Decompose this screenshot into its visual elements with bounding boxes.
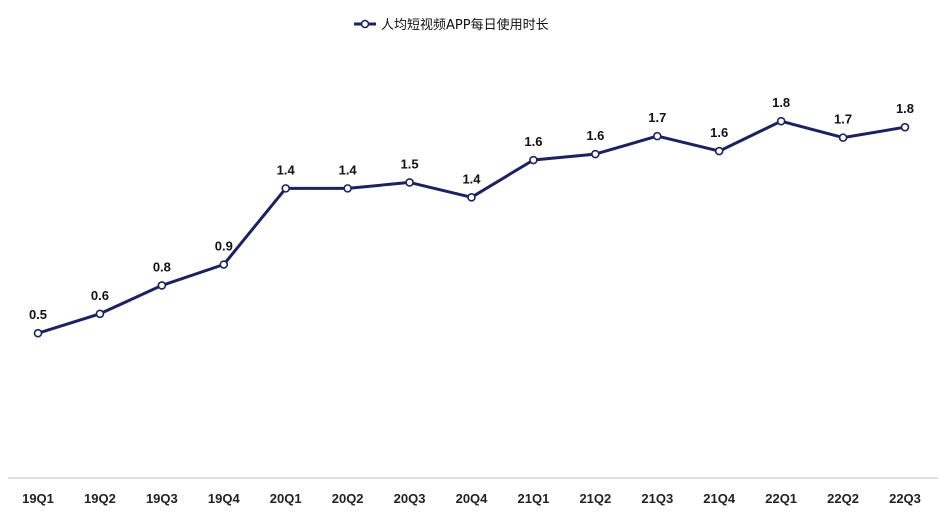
data-point-20Q4 xyxy=(467,193,476,202)
data-point-19Q4 xyxy=(219,260,229,269)
data-label-22Q1: 1.8 xyxy=(772,95,790,110)
data-label-20Q1: 1.4 xyxy=(277,162,296,177)
data-label-21Q1: 1.6 xyxy=(524,134,542,149)
legend-marker-swatch xyxy=(360,19,370,29)
data-label-19Q3: 0.8 xyxy=(153,259,171,274)
x-tick-layer: 19Q1 19Q2 19Q3 19Q4 20Q1 20Q2 20Q3 20Q4 21Q1 21Q2… xyxy=(22,491,921,506)
x-tick-19Q1: 19Q1 xyxy=(22,491,54,506)
data-label-19Q2: 0.6 xyxy=(91,288,109,303)
x-tick-21Q2: 21Q2 xyxy=(579,491,611,506)
data-point-22Q1 xyxy=(776,116,786,126)
legend: 人均短视频APP每日使用时长 xyxy=(354,17,549,33)
x-tick-19Q2: 19Q2 xyxy=(84,491,116,506)
data-point-21Q1 xyxy=(529,155,538,165)
x-tick-19Q3: 19Q3 xyxy=(146,491,178,506)
data-point-22Q2 xyxy=(838,133,848,142)
data-label-21Q4: 1.6 xyxy=(710,125,728,140)
x-tick-20Q3: 20Q3 xyxy=(394,491,426,506)
data-label-19Q4: 0.9 xyxy=(215,239,233,254)
data-label-20Q3: 1.5 xyxy=(401,156,419,171)
data-point-21Q2 xyxy=(591,149,600,159)
data-label-20Q2: 1.4 xyxy=(339,162,358,177)
x-tick-21Q1: 21Q1 xyxy=(518,491,550,506)
data-label-21Q3: 1.7 xyxy=(648,110,666,125)
x-tick-20Q1: 20Q1 xyxy=(270,491,302,506)
data-point-19Q2 xyxy=(95,309,105,319)
legend-label: 人均短视频APP每日使用时长 xyxy=(381,17,549,33)
x-tick-20Q2: 20Q2 xyxy=(332,491,364,506)
data-label-21Q2: 1.6 xyxy=(586,128,604,143)
data-point-20Q3 xyxy=(405,178,414,187)
data-point-20Q2 xyxy=(343,184,352,193)
data-point-22Q3 xyxy=(900,122,910,132)
x-tick-21Q3: 21Q3 xyxy=(641,491,673,506)
data-point-21Q3 xyxy=(652,131,662,141)
data-label-20Q4: 1.4 xyxy=(462,171,481,186)
series-layer xyxy=(33,116,910,338)
x-tick-19Q4: 19Q4 xyxy=(208,491,241,506)
x-tick-22Q3: 22Q3 xyxy=(889,491,921,506)
data-label-22Q3: 1.8 xyxy=(896,101,914,116)
data-point-19Q3 xyxy=(157,281,167,290)
data-point-21Q4 xyxy=(714,146,724,156)
x-tick-22Q1: 22Q1 xyxy=(765,491,797,506)
data-label-layer: 0.5 0.6 0.8 0.9 1.4 1.4 1.5 1.4 1.6 1.6 1.7 1.6 1.8 1… xyxy=(29,95,914,322)
series-line xyxy=(37,119,906,335)
x-tick-22Q2: 22Q2 xyxy=(827,491,859,506)
x-tick-21Q4: 21Q4 xyxy=(703,491,736,506)
data-point-20Q1 xyxy=(281,184,291,193)
data-label-22Q2: 1.7 xyxy=(834,112,852,127)
x-tick-20Q4: 20Q4 xyxy=(456,491,489,506)
data-point-19Q1 xyxy=(33,328,43,338)
data-label-19Q1: 0.5 xyxy=(29,307,47,322)
